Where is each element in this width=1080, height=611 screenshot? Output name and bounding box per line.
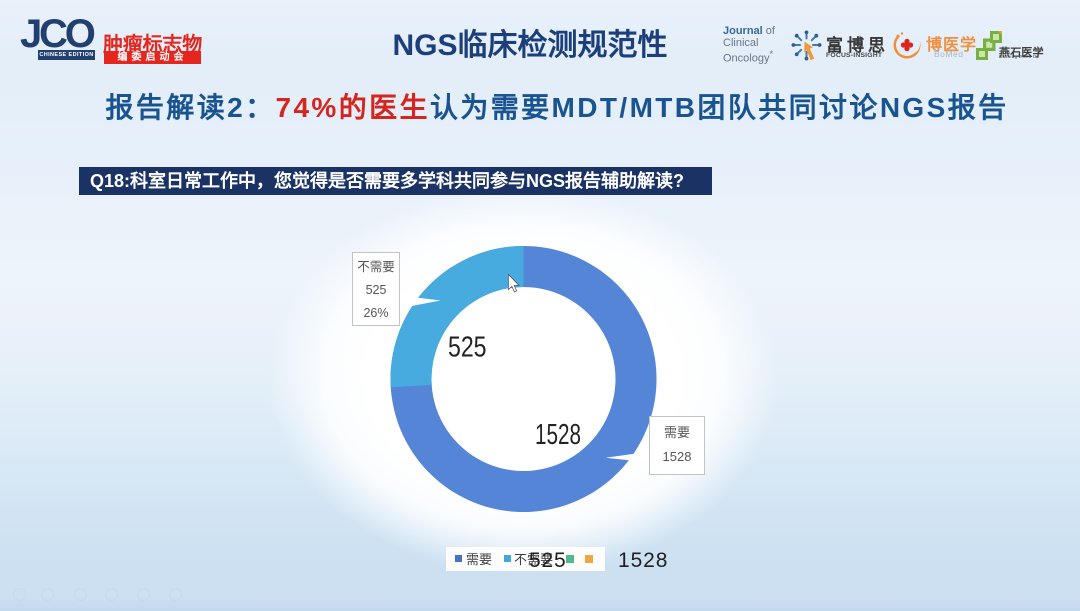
svg-text:525: 525 [448,332,487,364]
svg-text:1528: 1528 [535,419,581,451]
